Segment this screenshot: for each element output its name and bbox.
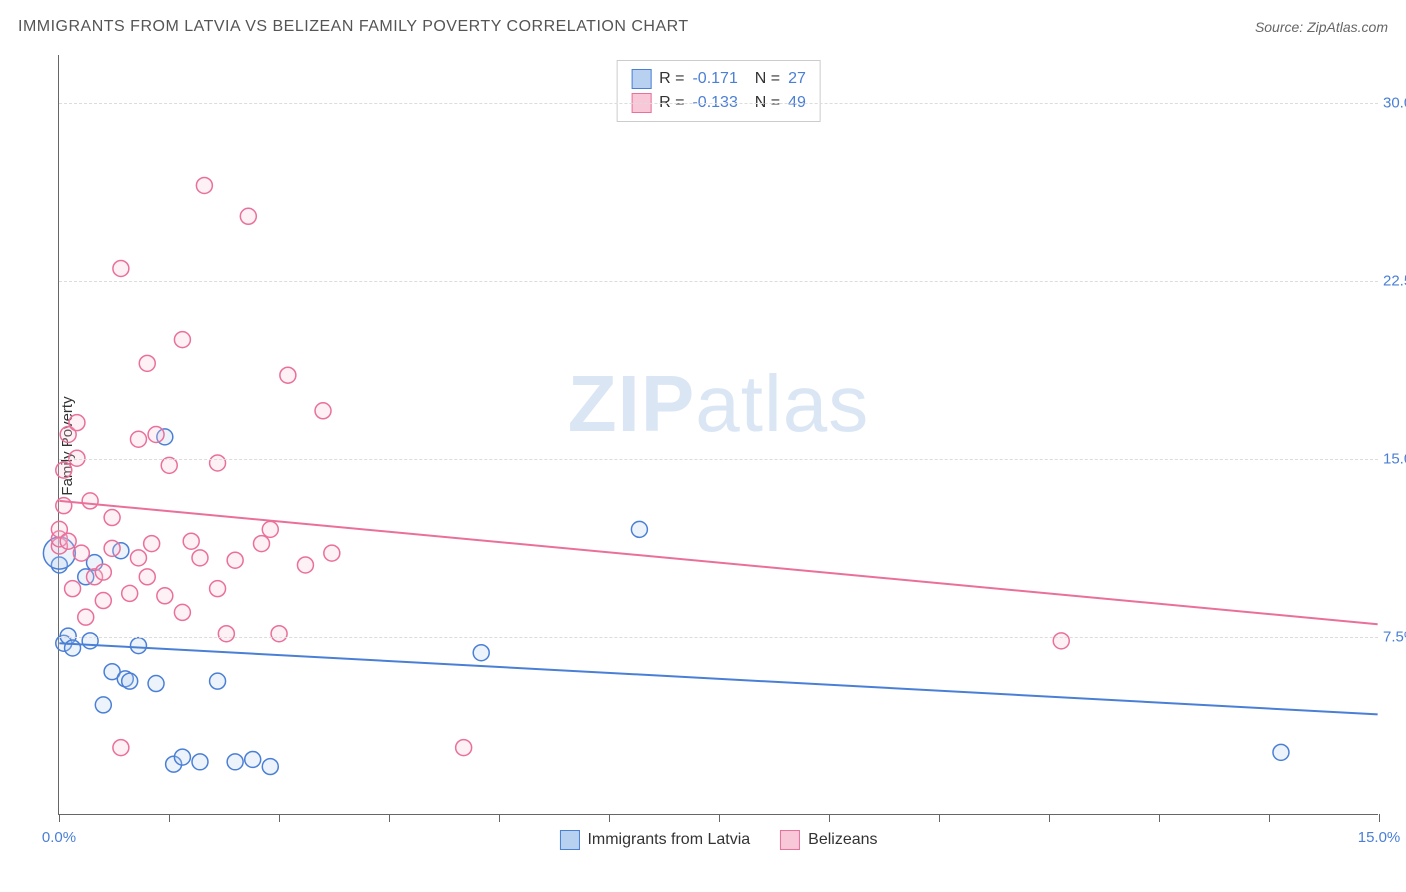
x-tick-label: 15.0% <box>1358 829 1401 846</box>
y-tick-label: 22.5% <box>1383 272 1406 289</box>
legend-item-latvia: Immigrants from Latvia <box>559 830 750 850</box>
data-point-latvia <box>130 638 146 654</box>
gridline-h <box>59 459 1378 460</box>
data-point-belize <box>315 403 331 419</box>
data-point-belize <box>196 177 212 193</box>
trend-line-belize <box>59 501 1377 624</box>
data-point-belize <box>144 536 160 552</box>
gridline-h <box>59 637 1378 638</box>
data-point-belize <box>297 557 313 573</box>
data-point-belize <box>104 540 120 556</box>
data-point-belize <box>183 533 199 549</box>
data-point-belize <box>130 431 146 447</box>
data-point-latvia <box>473 645 489 661</box>
data-point-belize <box>113 740 129 756</box>
data-point-latvia <box>631 521 647 537</box>
x-tick <box>169 814 170 822</box>
legend-item-belize: Belizeans <box>780 830 877 850</box>
data-point-belize <box>210 581 226 597</box>
trend-line-latvia <box>59 643 1377 714</box>
data-point-latvia <box>1273 744 1289 760</box>
data-point-belize <box>174 604 190 620</box>
data-point-latvia <box>245 751 261 767</box>
data-point-belize <box>324 545 340 561</box>
data-point-belize <box>240 208 256 224</box>
data-point-belize <box>254 536 270 552</box>
data-point-latvia <box>210 673 226 689</box>
data-point-latvia <box>65 640 81 656</box>
x-tick <box>499 814 500 822</box>
y-tick-label: 30.0% <box>1383 94 1406 111</box>
data-point-belize <box>157 588 173 604</box>
x-tick <box>939 814 940 822</box>
data-point-latvia <box>82 633 98 649</box>
data-point-belize <box>148 427 164 443</box>
data-point-belize <box>60 533 76 549</box>
data-point-belize <box>262 521 278 537</box>
data-point-belize <box>56 462 72 478</box>
data-point-latvia <box>192 754 208 770</box>
data-point-belize <box>82 493 98 509</box>
data-point-belize <box>218 626 234 642</box>
y-tick-label: 7.5% <box>1383 628 1406 645</box>
gridline-h <box>59 281 1378 282</box>
title-bar: IMMIGRANTS FROM LATVIA VS BELIZEAN FAMIL… <box>18 18 1388 36</box>
swatch-latvia <box>559 830 579 850</box>
data-point-belize <box>456 740 472 756</box>
x-tick <box>719 814 720 822</box>
data-point-latvia <box>262 759 278 775</box>
series-legend: Immigrants from Latvia Belizeans <box>559 830 877 850</box>
swatch-belize <box>780 830 800 850</box>
gridline-h <box>59 103 1378 104</box>
source-label: Source: ZipAtlas.com <box>1255 19 1388 35</box>
data-point-latvia <box>174 749 190 765</box>
x-tick <box>1269 814 1270 822</box>
data-point-belize <box>192 550 208 566</box>
x-tick <box>829 814 830 822</box>
x-tick <box>609 814 610 822</box>
x-tick-label: 0.0% <box>42 829 76 846</box>
data-point-belize <box>69 415 85 431</box>
legend-label-belize: Belizeans <box>808 831 877 849</box>
y-tick-label: 15.0% <box>1383 450 1406 467</box>
data-point-belize <box>271 626 287 642</box>
data-point-belize <box>104 510 120 526</box>
data-point-latvia <box>122 673 138 689</box>
data-point-belize <box>113 260 129 276</box>
x-tick <box>1159 814 1160 822</box>
data-point-belize <box>78 609 94 625</box>
data-point-latvia <box>227 754 243 770</box>
data-point-belize <box>227 552 243 568</box>
data-point-belize <box>174 332 190 348</box>
data-point-belize <box>130 550 146 566</box>
data-point-belize <box>210 455 226 471</box>
data-point-belize <box>122 585 138 601</box>
x-tick <box>389 814 390 822</box>
correlation-chart: IMMIGRANTS FROM LATVIA VS BELIZEAN FAMIL… <box>0 0 1406 892</box>
data-point-latvia <box>95 697 111 713</box>
data-point-belize <box>56 498 72 514</box>
data-point-belize <box>73 545 89 561</box>
x-tick <box>1379 814 1380 822</box>
x-tick <box>59 814 60 822</box>
chart-title: IMMIGRANTS FROM LATVIA VS BELIZEAN FAMIL… <box>18 18 689 36</box>
data-point-belize <box>1053 633 1069 649</box>
legend-label-latvia: Immigrants from Latvia <box>587 831 750 849</box>
data-point-belize <box>65 581 81 597</box>
x-tick <box>1049 814 1050 822</box>
data-point-latvia <box>148 676 164 692</box>
x-tick <box>279 814 280 822</box>
data-point-belize <box>95 593 111 609</box>
data-point-belize <box>95 564 111 580</box>
data-point-belize <box>139 355 155 371</box>
plot-area: ZIPatlas R = -0.171 N = 27 R = -0.133 N … <box>58 55 1378 815</box>
data-point-belize <box>139 569 155 585</box>
data-point-belize <box>280 367 296 383</box>
data-overlay <box>59 55 1378 814</box>
